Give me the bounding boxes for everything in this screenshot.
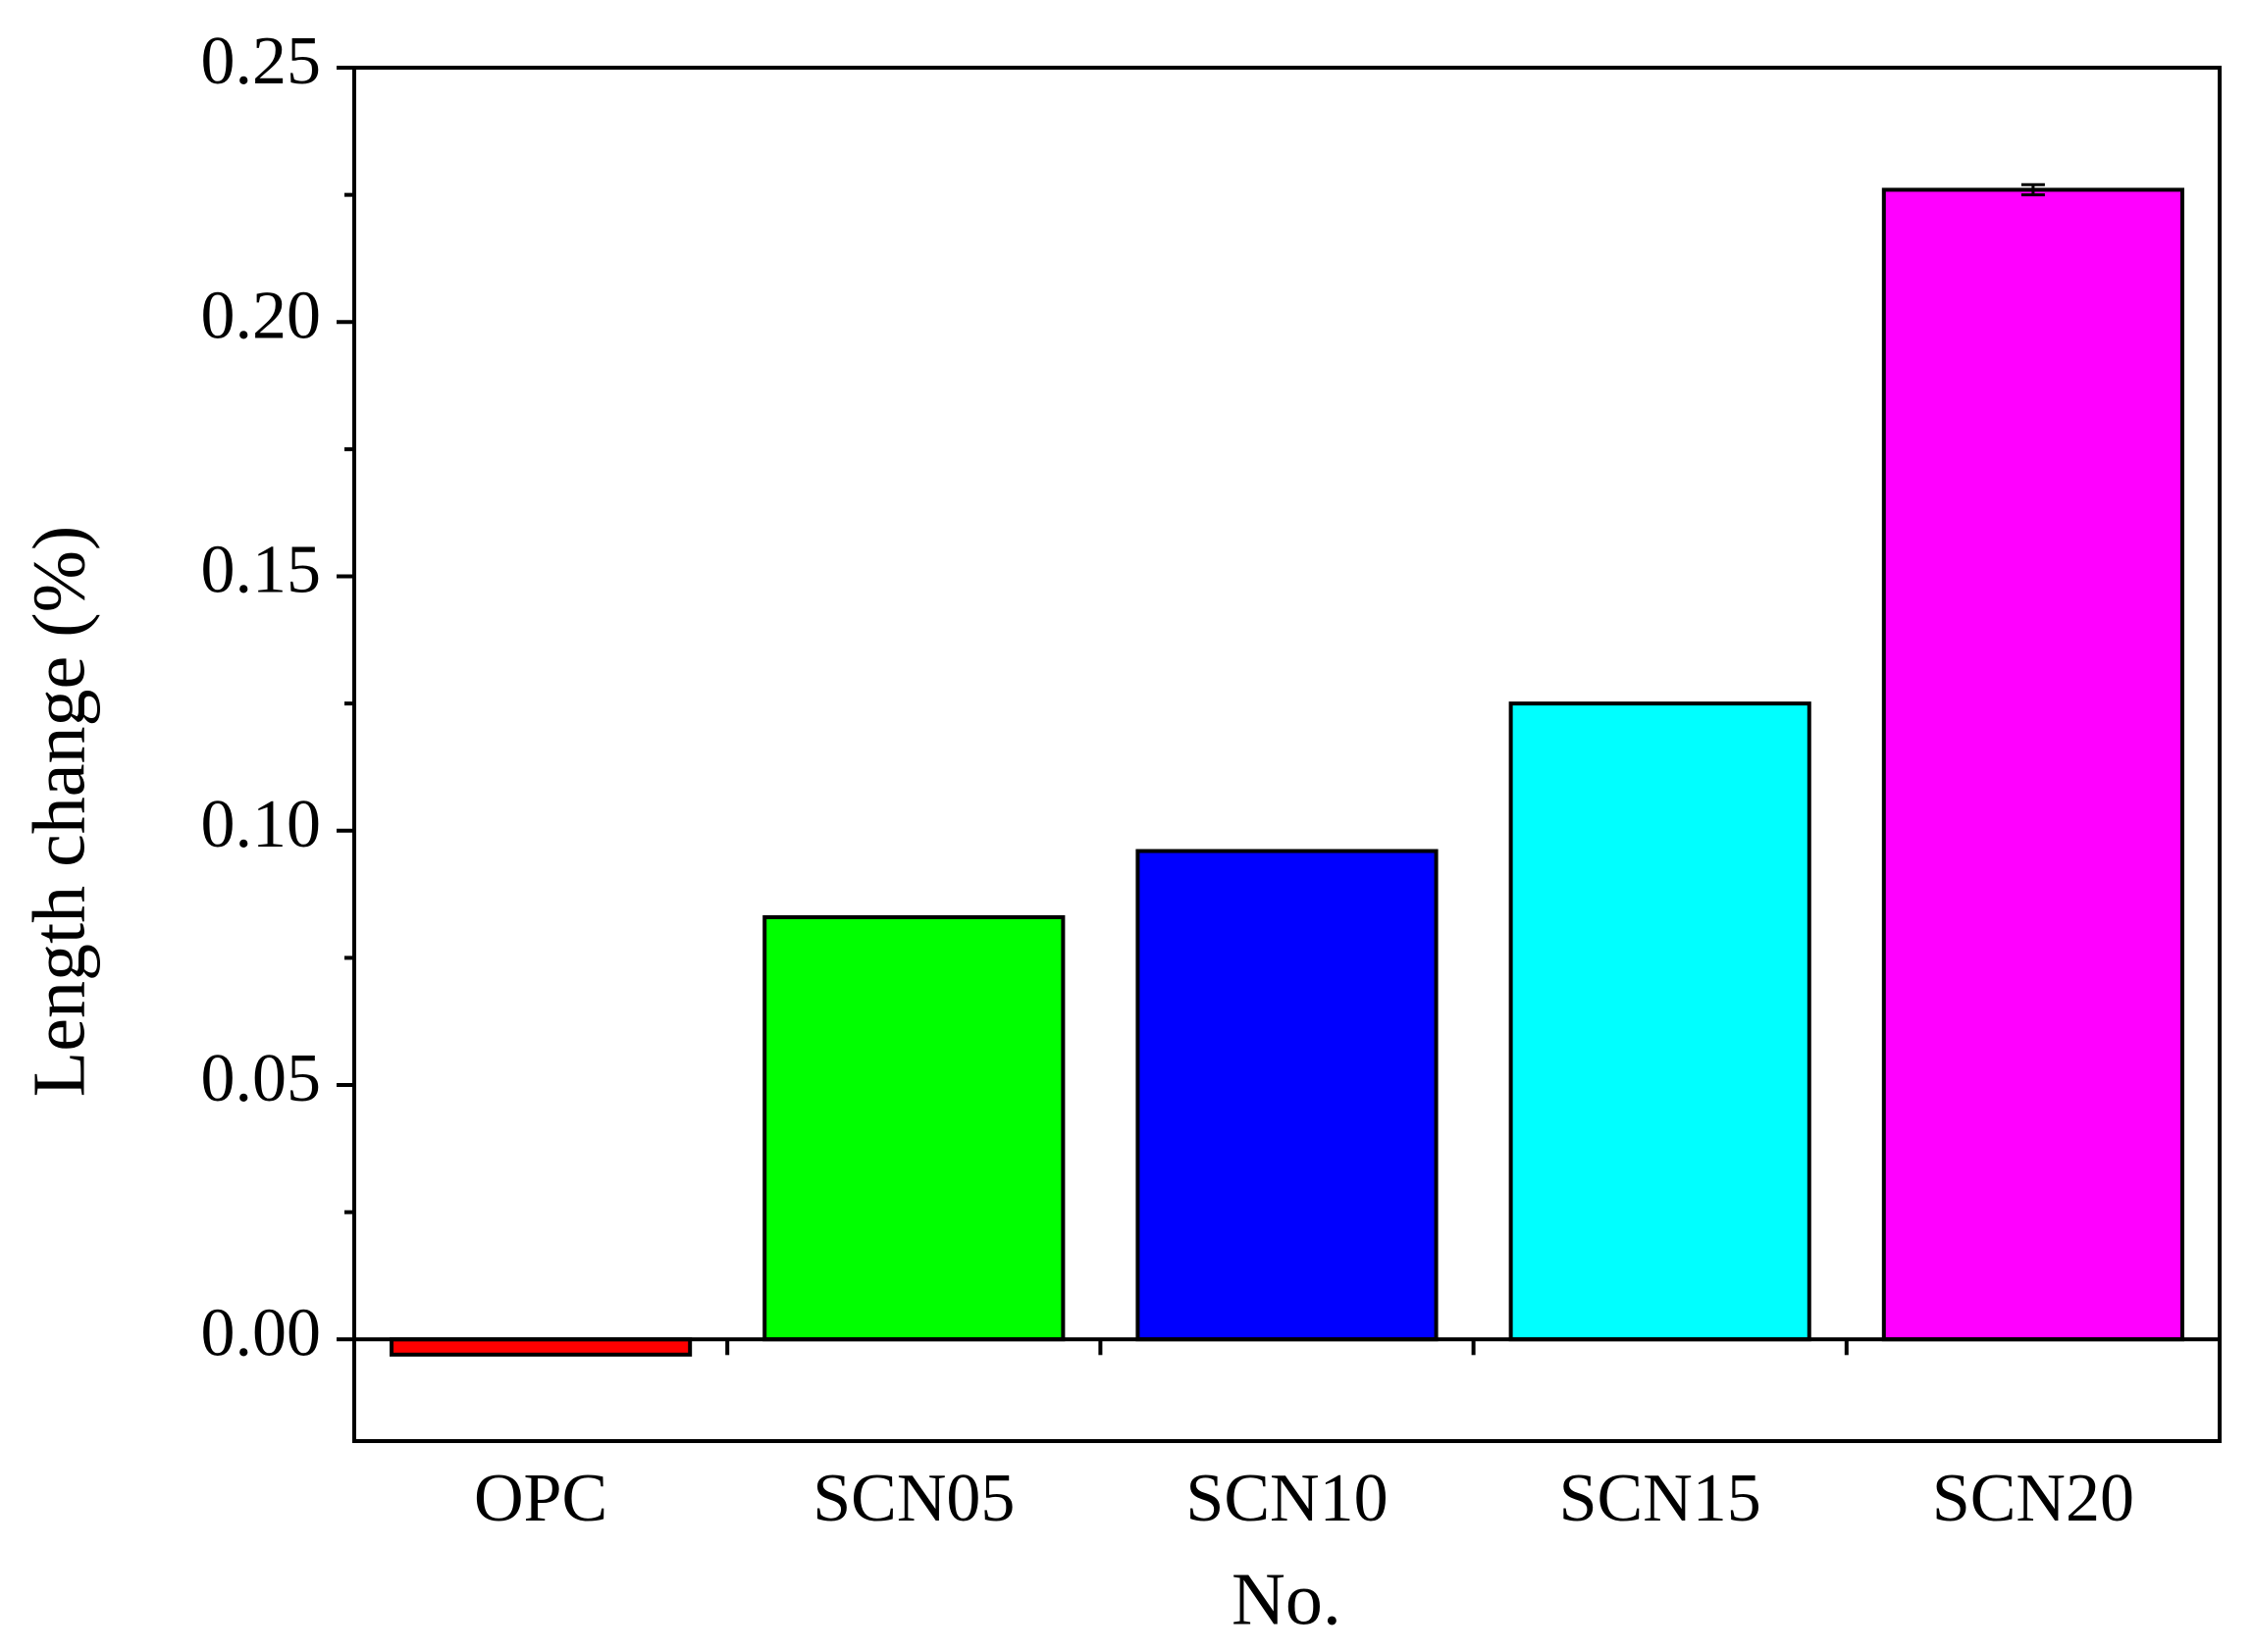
bar xyxy=(1135,849,1439,1342)
y-tick-label: 0.20 xyxy=(201,278,322,353)
y-tick-label: 0.05 xyxy=(201,1041,322,1116)
x-tick-label: SCN10 xyxy=(1185,1461,1388,1536)
plot-frame xyxy=(352,66,2222,1443)
bar xyxy=(762,914,1066,1342)
y-axis-title: Length change (%) xyxy=(18,526,100,1097)
y-tick-label: 0.25 xyxy=(201,24,322,99)
y-tick-label: 0.00 xyxy=(201,1295,322,1370)
x-axis-title: No. xyxy=(1231,1558,1341,1640)
error-bar xyxy=(2020,182,2045,197)
y-tick-label: 0.10 xyxy=(201,787,322,862)
y-tick-label: 0.15 xyxy=(201,533,322,608)
x-tick-label: SCN05 xyxy=(812,1461,1015,1536)
bar xyxy=(390,1337,693,1357)
x-tick-label: SCN20 xyxy=(1932,1461,2134,1536)
bar xyxy=(1508,701,1811,1342)
x-tick-label: OPC xyxy=(474,1461,607,1536)
x-tick-label: SCN15 xyxy=(1559,1461,1761,1536)
bar xyxy=(1881,187,2184,1342)
